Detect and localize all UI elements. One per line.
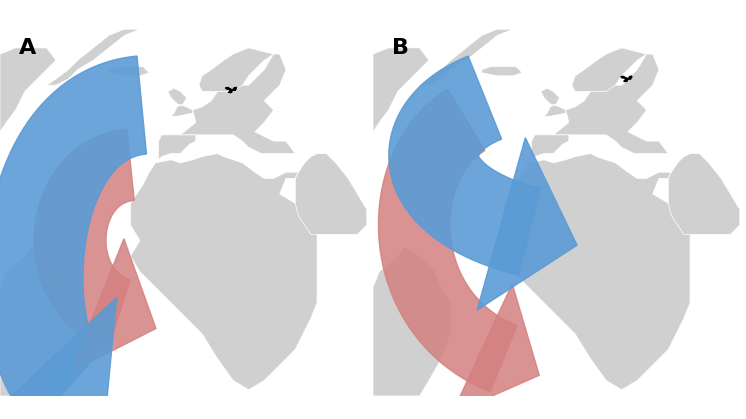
Text: A: A [19,38,36,58]
Polygon shape [528,54,668,160]
Polygon shape [624,79,627,82]
Polygon shape [233,87,236,90]
Polygon shape [199,48,274,91]
Polygon shape [373,247,451,396]
Polygon shape [230,89,236,91]
Polygon shape [295,153,367,234]
Text: B: B [392,38,409,58]
Polygon shape [34,129,134,348]
Polygon shape [389,56,541,275]
Polygon shape [0,247,78,396]
Polygon shape [668,153,740,234]
Polygon shape [378,89,517,392]
Polygon shape [131,153,317,390]
Polygon shape [482,67,522,76]
Polygon shape [159,135,195,160]
Polygon shape [373,48,429,132]
Polygon shape [46,29,140,85]
Polygon shape [109,67,149,76]
Polygon shape [621,76,627,79]
Polygon shape [504,153,690,390]
Polygon shape [452,284,539,414]
Polygon shape [0,48,56,132]
Polygon shape [155,54,295,160]
Polygon shape [168,88,192,116]
Polygon shape [225,88,232,90]
Polygon shape [228,91,232,93]
Polygon shape [629,76,632,79]
Polygon shape [572,48,647,91]
Polygon shape [0,56,146,419]
Polygon shape [625,78,631,80]
Polygon shape [419,29,513,85]
Polygon shape [477,138,577,310]
Polygon shape [531,135,569,160]
Polygon shape [541,88,565,116]
Polygon shape [0,297,116,419]
Polygon shape [71,239,156,372]
